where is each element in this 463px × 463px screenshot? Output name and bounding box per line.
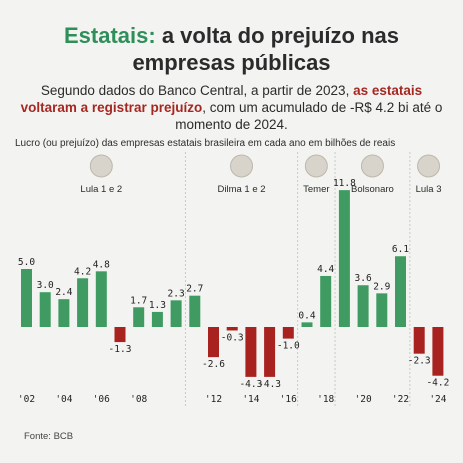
value-label: 4.8 (93, 259, 110, 270)
value-label: -0.3 (221, 332, 244, 343)
chart-subtitle: Segundo dados do Banco Central, a partir… (20, 82, 443, 133)
value-label: 0.4 (298, 310, 315, 321)
bar (413, 327, 425, 354)
source-note: Fonte: BCB (24, 431, 74, 442)
value-label: 3.6 (355, 273, 372, 284)
x-tick-label: '24 (429, 394, 446, 405)
title-line-1: Estatais: a volta do prejuízo nas (0, 22, 463, 49)
president-avatar (89, 154, 113, 178)
bar (226, 327, 238, 331)
x-tick-label: '06 (93, 394, 110, 405)
value-label: -1.0 (277, 341, 300, 352)
bar (114, 327, 126, 343)
value-label: -2.3 (408, 356, 431, 367)
bar (77, 278, 89, 327)
value-label: -2.6 (202, 359, 225, 370)
president-avatar (230, 154, 254, 178)
bar (21, 269, 32, 327)
president-avatar (360, 154, 384, 178)
bar (208, 327, 219, 358)
presidency-label: Temer (303, 184, 329, 195)
value-label: 4.4 (317, 264, 334, 275)
bar (282, 327, 294, 339)
x-tick-label: '18 (317, 394, 334, 405)
bar (301, 322, 313, 327)
x-tick-label: '04 (55, 394, 72, 405)
bar (151, 311, 163, 327)
bar (395, 256, 406, 327)
value-label: 1.3 (149, 300, 166, 311)
chart-title: Estatais: a volta do prejuízo nas empres… (0, 22, 463, 76)
bar (432, 327, 444, 376)
presidency-label: Lula 3 (416, 184, 442, 195)
x-tick-label: '14 (242, 394, 259, 405)
bar (170, 300, 182, 327)
bar (133, 307, 145, 327)
x-tick-label: '12 (205, 394, 222, 405)
bar (357, 285, 369, 327)
value-label: 4.2 (74, 266, 91, 277)
presidency-label: Lula 1 e 2 (80, 184, 122, 195)
value-label: 6.1 (392, 244, 409, 255)
subtitle-highlight: as estatais voltaram a registrar prejuíz… (20, 83, 423, 115)
x-tick-label: '02 (18, 394, 35, 405)
bar (338, 190, 350, 327)
value-label: 2.7 (186, 284, 203, 295)
subtitle-part-1: Segundo dados do Banco Central, a partir… (40, 83, 350, 98)
x-tick-label: '16 (280, 394, 297, 405)
title-line-2: empresas públicas (132, 50, 331, 75)
value-label: 1.7 (130, 295, 147, 306)
bar (376, 293, 388, 327)
x-tick-label: '08 (130, 394, 147, 405)
subtitle-part-2: , com um acumulado de -R$ 4.2 bi até o m… (175, 100, 443, 132)
title-highlight: Estatais: (64, 23, 156, 48)
president-avatar (304, 154, 328, 178)
value-label: 2.4 (55, 287, 72, 298)
presidency-label: Bolsonaro (351, 184, 394, 195)
bar (320, 275, 332, 327)
value-label: -4.2 (426, 378, 449, 389)
bar (39, 292, 51, 327)
bar (189, 295, 201, 327)
value-label: 3.0 (37, 280, 54, 291)
bar (58, 299, 70, 327)
x-tick-label: '22 (392, 394, 409, 405)
value-label: 5.0 (18, 257, 35, 268)
value-label: 2.9 (373, 281, 390, 292)
president-avatar (417, 154, 441, 178)
value-label: 11.8 (333, 178, 356, 189)
presidency-label: Dilma 1 e 2 (218, 184, 266, 195)
value-label: -1.3 (109, 344, 132, 355)
bar (264, 327, 276, 377)
value-label: 2.3 (168, 288, 185, 299)
bar (95, 271, 107, 327)
bar (245, 327, 257, 377)
x-tick-label: '20 (355, 394, 372, 405)
title-rest: a volta do prejuízo nas (155, 23, 399, 48)
value-label: -4.3 (258, 379, 281, 390)
chart-caption: Lucro (ou prejuízo) das empresas estatai… (15, 138, 396, 149)
value-label: -4.3 (239, 379, 262, 390)
